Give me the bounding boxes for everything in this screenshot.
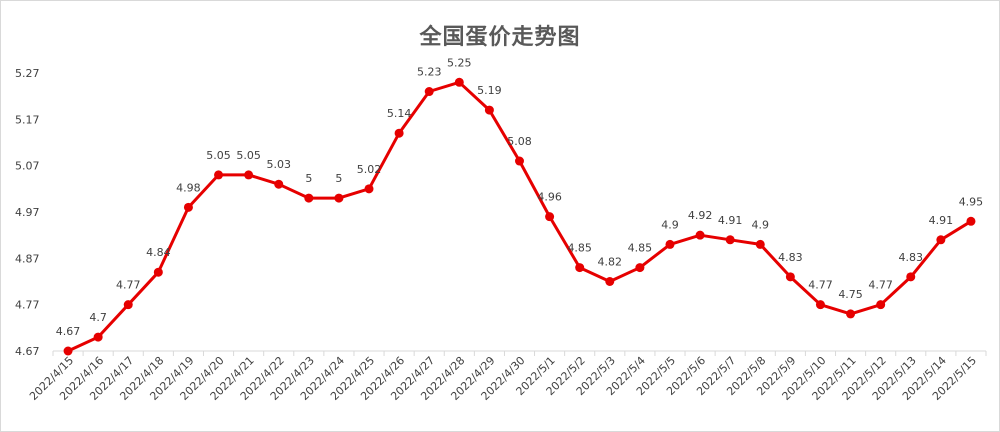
data-label: 5.08 <box>507 135 532 148</box>
data-label: 4.7 <box>89 311 107 324</box>
data-label: 4.91 <box>718 214 743 227</box>
data-point <box>725 235 735 245</box>
data-point <box>424 87 434 97</box>
data-label: 4.83 <box>899 251 924 264</box>
data-label: 4.9 <box>661 218 679 231</box>
data-label: 4.82 <box>598 256 623 269</box>
data-label: 4.67 <box>56 325 81 338</box>
data-label: 4.96 <box>537 191 562 204</box>
data-label: 5.14 <box>387 107 412 120</box>
data-point <box>785 272 795 282</box>
data-point <box>635 263 645 273</box>
data-label: 4.83 <box>778 251 803 264</box>
data-point <box>123 300 133 310</box>
data-point <box>815 300 825 310</box>
chart-title: 全国蛋价走势图 <box>419 25 581 50</box>
data-point <box>545 212 555 222</box>
data-point <box>936 235 946 245</box>
data-label: 5 <box>305 172 312 185</box>
data-label: 4.9 <box>752 218 770 231</box>
data-point <box>153 267 163 277</box>
data-point <box>484 105 494 115</box>
data-point <box>605 277 615 286</box>
data-label: 5.19 <box>477 84 502 97</box>
data-point <box>906 272 916 282</box>
data-point <box>304 193 314 203</box>
y-tick-label: 5.17 <box>15 113 40 126</box>
data-label: 5.03 <box>266 158 291 171</box>
data-label: 4.75 <box>838 288 863 301</box>
data-label: 4.91 <box>929 214 954 227</box>
data-point <box>846 309 856 319</box>
data-point <box>244 170 254 180</box>
data-label: 4.92 <box>688 209 713 222</box>
y-tick-label: 4.67 <box>15 345 40 358</box>
y-tick-label: 4.87 <box>15 252 40 265</box>
data-point <box>183 202 193 212</box>
y-tick-label: 4.77 <box>15 299 40 312</box>
data-label: 5.25 <box>447 56 472 69</box>
data-point <box>63 346 73 356</box>
data-point <box>515 156 524 166</box>
data-point <box>876 300 886 310</box>
y-tick-label: 5.27 <box>15 67 40 80</box>
data-label: 4.77 <box>116 279 141 292</box>
data-point <box>966 216 976 226</box>
y-tick-label: 4.97 <box>15 206 40 219</box>
data-point <box>93 332 103 342</box>
data-point <box>334 193 344 203</box>
data-point <box>454 77 464 87</box>
data-label: 5.05 <box>206 149 231 162</box>
data-point <box>274 179 284 189</box>
data-label: 4.84 <box>146 246 171 259</box>
data-point <box>394 128 404 138</box>
data-label: 5.05 <box>236 149 261 162</box>
data-label: 4.98 <box>176 181 201 194</box>
data-label: 4.85 <box>628 242 653 255</box>
data-point <box>364 184 374 194</box>
data-label: 4.95 <box>959 195 984 208</box>
data-point <box>575 263 585 273</box>
data-label: 5.02 <box>357 163 382 176</box>
data-label: 5.23 <box>417 66 442 79</box>
data-point <box>695 230 705 240</box>
data-point <box>214 170 224 180</box>
data-label: 4.77 <box>868 279 893 292</box>
data-label: 5 <box>335 172 342 185</box>
data-point <box>665 239 675 249</box>
data-label: 4.85 <box>567 242 592 255</box>
data-point <box>755 239 765 249</box>
data-label: 4.77 <box>808 279 833 292</box>
series-line <box>66 80 973 353</box>
y-tick-label: 5.07 <box>15 160 40 173</box>
